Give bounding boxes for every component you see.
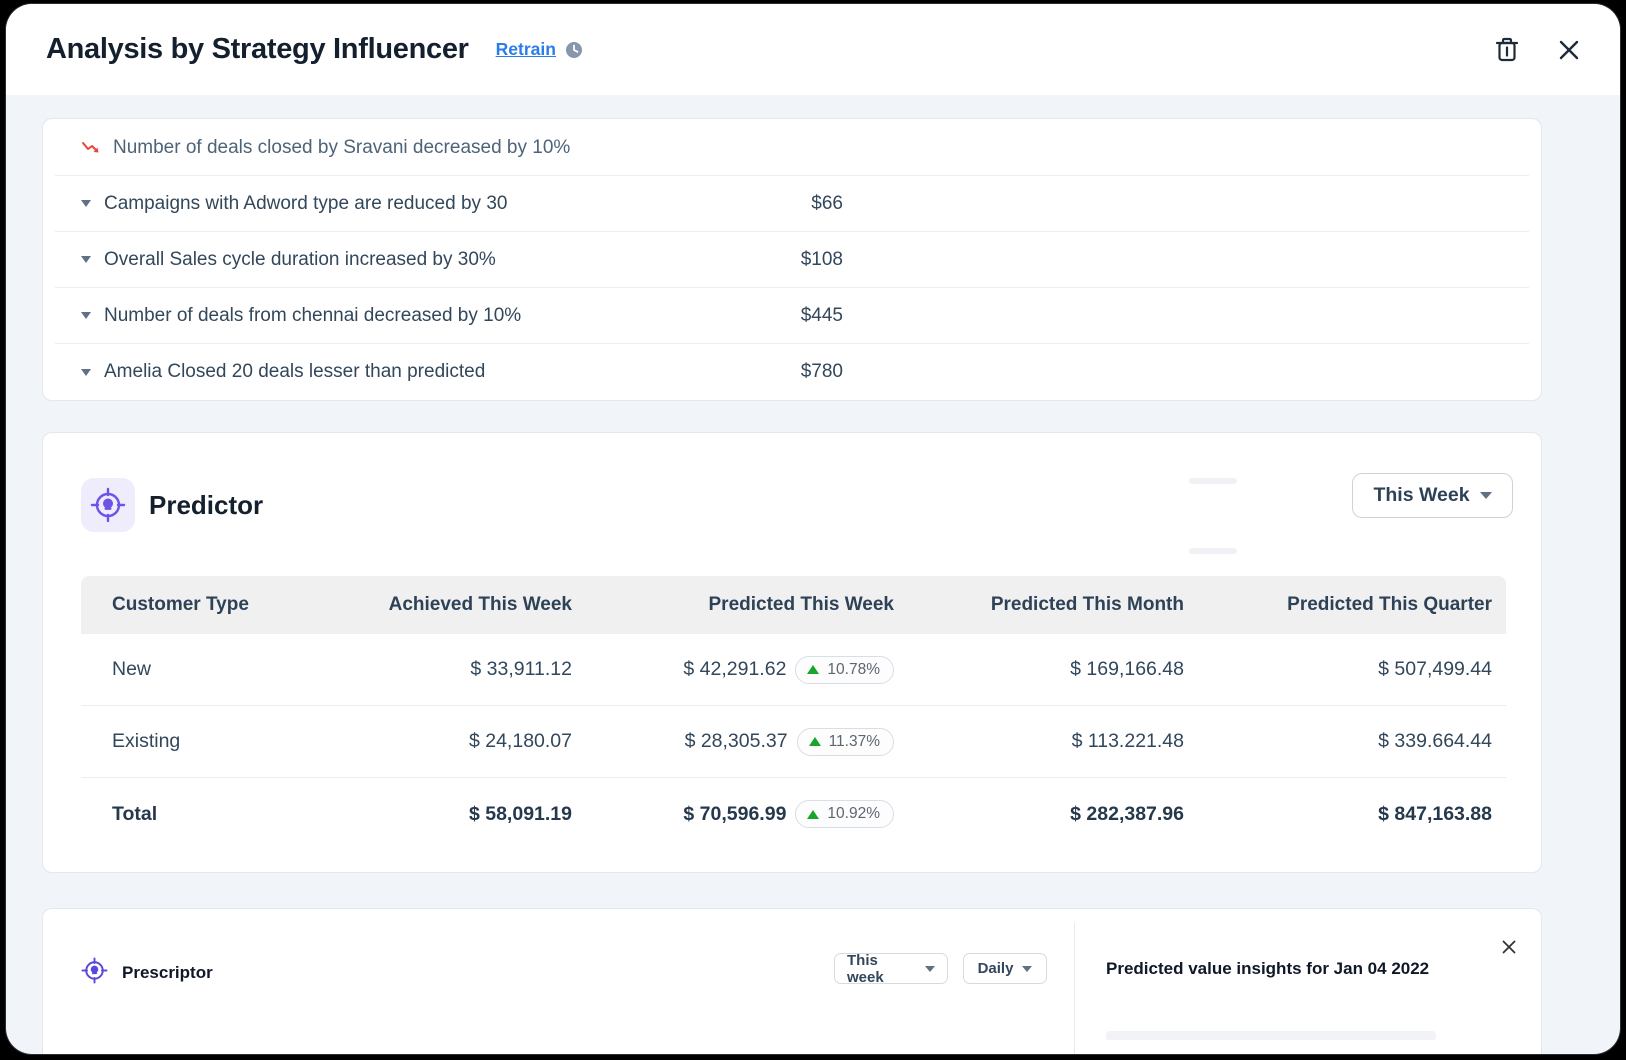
cell-customer-type: New — [112, 658, 152, 680]
week-dropdown[interactable]: This week — [834, 951, 948, 986]
granularity-dropdown[interactable]: Daily — [963, 953, 1047, 984]
period-dropdown-value: This Week — [1373, 484, 1470, 506]
insight-highlight-label: Number of deals closed by Sravani decrea… — [113, 136, 571, 158]
prescriptor-header: Prescriptor — [81, 957, 213, 989]
table-header-row: Customer Type Achieved This Week Predict… — [81, 576, 1506, 634]
page-title: Analysis by Strategy Influencer — [46, 33, 469, 65]
granularity-dropdown-value: Daily — [977, 960, 1014, 977]
chevron-down-icon[interactable] — [81, 312, 91, 319]
prescriptor-title: Prescriptor — [122, 963, 213, 982]
insight-value: $108 — [800, 248, 843, 270]
cell-predicted-week: $ 28,305.37 11.37% — [572, 727, 894, 756]
predictor-target-icon — [81, 478, 135, 532]
analysis-modal: Analysis by Strategy Influencer Retrain — [6, 4, 1620, 1054]
close-icon[interactable] — [1558, 39, 1580, 61]
chevron-down-icon[interactable] — [81, 368, 91, 376]
col-header-predicted-week: Predicted This Week — [708, 594, 895, 615]
arrow-up-icon — [807, 665, 820, 674]
change-percent: 10.78% — [827, 660, 880, 678]
period-dropdown[interactable]: This Week — [1352, 473, 1513, 518]
clipped-content-placeholder — [1106, 1031, 1436, 1040]
cell-predicted-quarter: $ 847,163.88 — [1378, 802, 1492, 825]
insight-row[interactable]: Number of deals from chennai decreased b… — [55, 288, 1529, 344]
chevron-down-icon — [1022, 965, 1033, 972]
retrain-link[interactable]: Retrain — [495, 39, 556, 59]
insight-value: $66 — [811, 192, 843, 214]
insight-row[interactable]: Campaigns with Adword type are reduced b… — [55, 176, 1529, 232]
col-header-predicted-quarter: Predicted This Quarter — [1287, 594, 1492, 615]
predicted-week-value: $ 70,596.99 — [683, 802, 787, 825]
predicted-week-value: $ 42,291.62 — [683, 658, 787, 680]
cell-customer-type: Existing — [112, 730, 181, 752]
predicted-week-value: $ 28,305.37 — [684, 730, 788, 752]
insight-value: $780 — [800, 361, 843, 382]
table-row: New $ 33,911.12 $ 42,291.62 10.78% $ 169… — [81, 634, 1506, 706]
cell-predicted-month: $ 282,387.96 — [1070, 802, 1184, 825]
insight-highlight-row[interactable]: Number of deals closed by Sravani decrea… — [55, 120, 1529, 176]
table-row-total: Total $ 58,091.19 $ 70,596.99 10.92% $ 2… — [81, 778, 1506, 850]
cell-predicted-quarter: $ 339.664.44 — [1378, 730, 1492, 752]
predictor-table: Customer Type Achieved This Week Predict… — [81, 576, 1506, 850]
vertical-divider — [1074, 923, 1075, 1054]
predictor-panel: Predictor This Week Customer Type Achiev… — [42, 432, 1542, 873]
chevron-down-icon — [925, 965, 935, 972]
insights-close-icon[interactable] — [1501, 939, 1517, 960]
change-percent: 10.92% — [827, 805, 880, 822]
col-header-achieved-week: Achieved This Week — [388, 594, 572, 615]
insight-value: $445 — [800, 304, 843, 326]
change-badge: 11.37% — [796, 727, 894, 756]
prescriptor-target-icon — [81, 957, 108, 989]
cell-achieved-week: $ 24,180.07 — [468, 730, 572, 752]
cell-achieved-week: $ 58,091.19 — [468, 802, 572, 825]
modal-header: Analysis by Strategy Influencer Retrain — [6, 4, 1620, 95]
insight-row[interactable]: Overall Sales cycle duration increased b… — [55, 232, 1529, 288]
delete-icon[interactable] — [1494, 36, 1520, 64]
clock-icon — [565, 41, 583, 59]
scroll-indicator — [1189, 478, 1237, 484]
arrow-up-icon — [807, 809, 820, 819]
predictor-title: Predictor — [149, 489, 264, 520]
cell-predicted-week: $ 70,596.99 10.92% — [572, 800, 894, 828]
cell-predicted-month: $ 113.221.48 — [1071, 730, 1184, 752]
prescriptor-panel: Prescriptor This week Daily Predicted va… — [42, 908, 1542, 1054]
col-header-customer-type: Customer Type — [112, 594, 249, 615]
insights-panel: Number of deals closed by Sravani decrea… — [42, 118, 1542, 401]
table-row: Existing $ 24,180.07 $ 28,305.37 11.37% … — [81, 706, 1506, 778]
scroll-indicator — [1189, 548, 1237, 554]
insight-label: Overall Sales cycle duration increased b… — [104, 248, 496, 270]
predicted-insights-title: Predicted value insights for Jan 04 2022 — [1106, 959, 1430, 978]
change-badge: 10.92% — [795, 800, 894, 828]
cell-customer-type: Total — [112, 802, 158, 825]
insight-label: Campaigns with Adword type are reduced b… — [104, 192, 508, 214]
cell-achieved-week: $ 33,911.12 — [470, 658, 572, 680]
chevron-down-icon[interactable] — [81, 256, 91, 263]
col-header-predicted-month: Predicted This Month — [990, 594, 1184, 615]
cell-predicted-week: $ 42,291.62 10.78% — [572, 655, 894, 684]
insight-row[interactable]: Amelia Closed 20 deals lesser than predi… — [55, 344, 1529, 400]
predictor-header: Predictor — [81, 478, 263, 532]
cell-predicted-quarter: $ 507,499.44 — [1378, 658, 1492, 680]
cell-predicted-month: $ 169,166.48 — [1070, 658, 1184, 680]
change-percent: 11.37% — [828, 732, 880, 750]
insight-label: Amelia Closed 20 deals lesser than predi… — [104, 361, 486, 382]
header-actions — [1494, 36, 1580, 64]
week-dropdown-value: This week — [847, 951, 884, 986]
chevron-down-icon — [1479, 492, 1492, 499]
change-badge: 10.78% — [795, 655, 894, 684]
trend-down-icon — [81, 140, 102, 155]
insight-label: Number of deals from chennai decreased b… — [104, 304, 522, 326]
arrow-up-icon — [808, 737, 821, 746]
chevron-down-icon[interactable] — [81, 200, 91, 207]
